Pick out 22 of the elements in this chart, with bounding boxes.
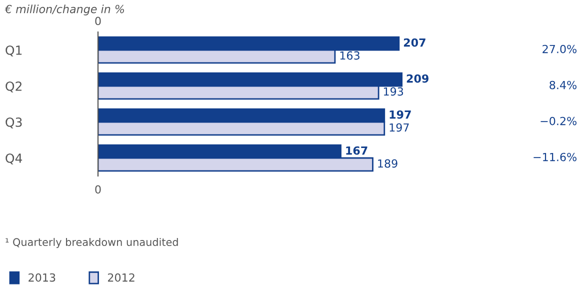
y-tick-label: Q4: [6, 153, 22, 164]
data-label: 209: [406, 74, 428, 83]
data-label: 207: [404, 38, 426, 47]
chart-title: € million/change in %: [4, 4, 124, 16]
y-tick-label: Q1: [6, 45, 22, 56]
text: 8.4%: [550, 80, 576, 90]
text: −11.6%: [534, 152, 576, 162]
y-tick-label: Q2: [6, 81, 22, 92]
data-label: 197: [390, 110, 411, 119]
text: 0: [95, 185, 101, 194]
legend-label: 2012: [108, 273, 134, 282]
y-tick-label: Q3: [6, 117, 22, 128]
text: 0: [95, 16, 101, 26]
text: 27.0%: [542, 44, 576, 54]
data-label: 197: [390, 123, 409, 132]
data-label: 193: [384, 87, 404, 96]
text: ¹ Quarterly breakdown unaudited: [6, 238, 178, 248]
data-label: 189: [378, 159, 398, 168]
data-label: 163: [340, 51, 360, 60]
data-label: 167: [346, 146, 368, 155]
text: −0.2%: [540, 116, 576, 126]
legend-label: 2013: [28, 273, 56, 282]
